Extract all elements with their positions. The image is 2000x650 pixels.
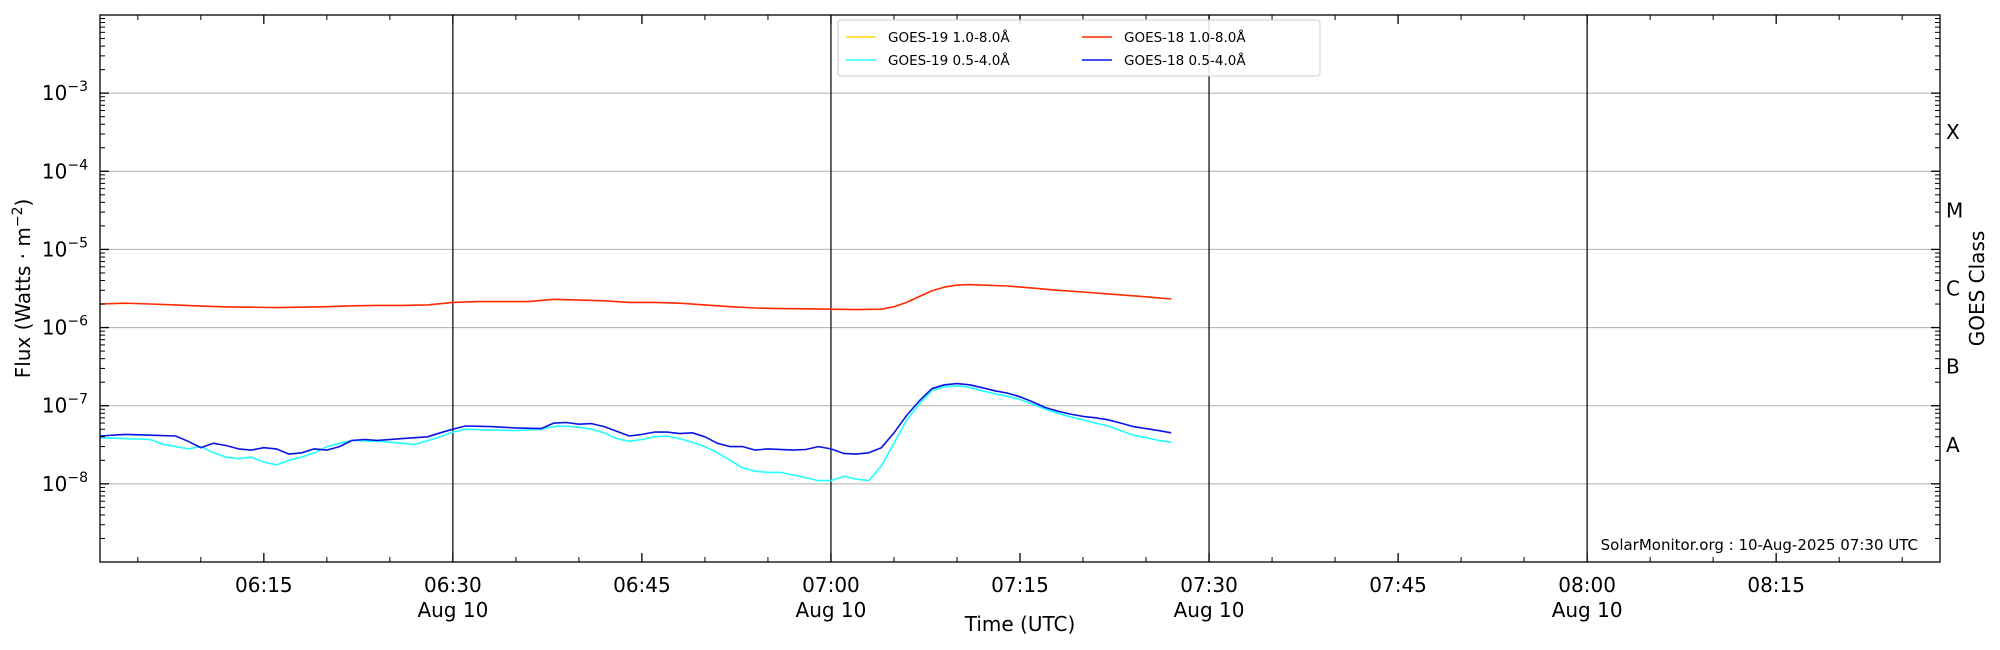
- goes-class-axis-title: GOES Class: [1965, 231, 1989, 347]
- x-tick-date-label: Aug 10: [417, 598, 488, 622]
- day-separator-layer: [452, 15, 1588, 562]
- series-line: [99, 384, 1172, 482]
- x-tick-label: 07:45: [1369, 573, 1427, 597]
- x-tick-label: 07:30: [1180, 573, 1238, 597]
- x-tick-label: 06:30: [424, 573, 482, 597]
- series-line: [99, 382, 1172, 455]
- goes-class-label: A: [1946, 433, 1960, 457]
- goes-class-label: X: [1946, 120, 1960, 144]
- x-tick-label: 07:00: [802, 573, 860, 597]
- y-tick-label: 10−6: [42, 314, 88, 340]
- grid-layer: [100, 92, 1940, 485]
- x-tick-label: 07:15: [991, 573, 1049, 597]
- legend-label: GOES-18 1.0-8.0Å: [1124, 29, 1246, 46]
- x-tick-date-label: Aug 10: [1552, 598, 1623, 622]
- x-tick-date-label: Aug 10: [1174, 598, 1245, 622]
- x-axis-title: Time (UTC): [964, 612, 1076, 636]
- y-tick-label: 10−5: [42, 235, 88, 261]
- x-tick-date-label: Aug 10: [796, 598, 867, 622]
- x-tick-label: 06:45: [613, 573, 671, 597]
- credit-label: SolarMonitor.org : 10-Aug-2025 07:30 UTC: [1601, 536, 1918, 554]
- goes-class-label: B: [1946, 355, 1960, 379]
- y-tick-label: 10−4: [42, 157, 88, 183]
- y-tick-label: 10−8: [42, 470, 88, 496]
- x-tick-label: 08:15: [1747, 573, 1805, 597]
- y-axis-title: Flux (Watts · m−2): [10, 199, 35, 379]
- legend-label: GOES-18 0.5-4.0Å: [1124, 52, 1246, 69]
- x-tick-label: 08:00: [1558, 573, 1616, 597]
- x-tick-label: 06:15: [235, 573, 293, 597]
- y-tick-label: 10−3: [42, 79, 88, 105]
- series-line: [99, 283, 1172, 311]
- goes-class-label: C: [1946, 277, 1960, 301]
- legend-label: GOES-19 1.0-8.0Å: [888, 29, 1010, 46]
- y-tick-label: 10−7: [42, 392, 88, 418]
- legend-label: GOES-19 0.5-4.0Å: [888, 52, 1010, 69]
- goes-class-label: M: [1946, 198, 1963, 222]
- legend: GOES-19 1.0-8.0Å GOES-19 0.5-4.0Å GOES-18 …: [837, 19, 1321, 77]
- series-layer: [99, 283, 1172, 482]
- legend-box: [837, 19, 1321, 77]
